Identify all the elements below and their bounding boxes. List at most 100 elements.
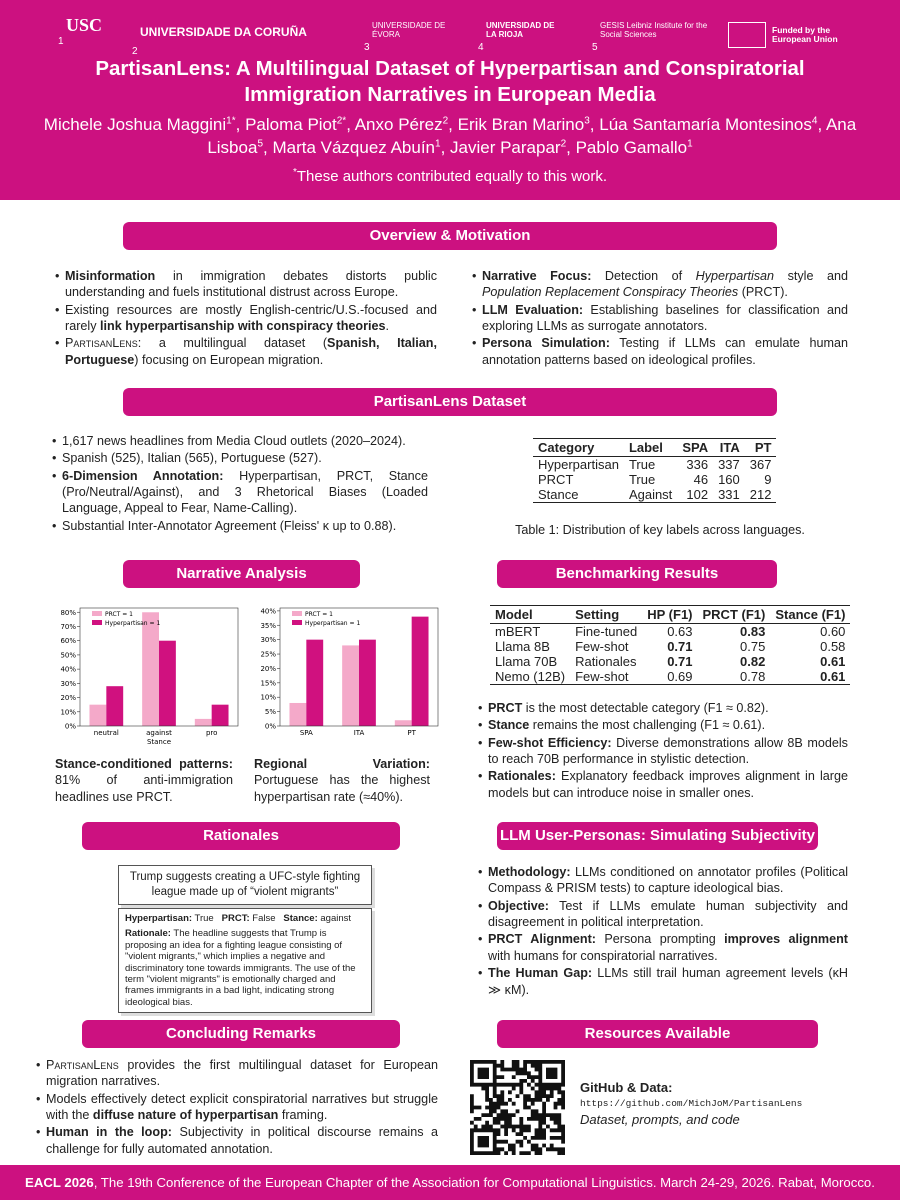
author-affiliation: 1 — [687, 138, 693, 150]
table-cell: Hyperpartisan — [538, 457, 619, 472]
table-cell: Few-shot — [570, 669, 643, 685]
text-run: Spanish (525), Italian (565), Portuguese… — [62, 451, 322, 466]
text-run: Methodology: — [488, 865, 571, 879]
y-tick-label: 10% — [260, 694, 276, 702]
bullet: Spanish (525), Italian (565), Portuguese… — [52, 450, 428, 467]
table-cell: True — [628, 472, 656, 487]
logo-number: 4 — [478, 42, 484, 53]
text-run: Stance: — [283, 913, 318, 924]
text-run: PRCT: — [221, 913, 250, 924]
author-affiliation: 1* — [226, 115, 236, 127]
x-tick-label: PT — [407, 729, 416, 737]
logo-number: 2 — [132, 46, 138, 57]
resources-text: GitHub & Data: https://github.com/MichJo… — [580, 1080, 880, 1127]
chart-caption: Regional Variation: Portuguese has the h… — [254, 756, 430, 805]
x-axis-label: Stance — [147, 738, 171, 746]
text-run: Existing resources are mostly English-ce… — [65, 302, 437, 334]
text-run: Persona prompting — [595, 932, 725, 947]
headline-box: Trump suggests creating a UFC-style figh… — [118, 865, 372, 905]
bullet-list: Narrative Focus: Detection of Hyperparti… — [472, 268, 848, 369]
table-cell: 160 — [718, 472, 740, 487]
y-tick-label: 80% — [60, 609, 76, 617]
bullet: Stance remains the most challenging (F1 … — [478, 717, 848, 734]
table-cell: Nemo (12B) — [490, 669, 571, 685]
y-tick-label: 70% — [60, 623, 76, 631]
table-row: Nemo (12B) Few-shot 0.69 0.78 0.61 — [490, 669, 851, 685]
bullet: Substantial Inter-Annotator Agreement (F… — [52, 518, 428, 535]
bullet: Objective: Test if LLMs emulate human su… — [478, 898, 848, 931]
text-run: : a multilingual dataset ( — [137, 336, 328, 351]
bullet: The Human Gap: LLMs still trail human ag… — [478, 965, 848, 998]
text-run: Test if LLMs emulate human subjectivity … — [488, 898, 848, 930]
x-tick-label: ITA — [354, 729, 365, 737]
author-name: Michele Joshua Maggini — [43, 115, 227, 134]
plot-frame — [79, 607, 239, 727]
table-cell: True — [628, 457, 656, 472]
author-name: Ana Lisboa — [207, 115, 857, 157]
column-header: Model — [490, 605, 571, 624]
text-run: . — [385, 319, 390, 334]
bar — [411, 616, 429, 726]
logo: 2 UNIVERSIDADE DA CORUÑA — [132, 25, 307, 57]
table-cell: 102 — [677, 487, 714, 503]
logo-number: 3 — [364, 42, 370, 53]
author-name: Lúa Santamaría Montesinos — [599, 115, 812, 134]
text-run: Models effectively detect explicit consp… — [46, 1091, 438, 1123]
column-header: Category — [533, 438, 624, 457]
table: Category Label SPA ITA PT Hyperpartisan True 33… — [533, 438, 777, 503]
resources-url[interactable]: https://github.com/MichJoM/PartisanLens — [580, 1098, 803, 1109]
bullet: Narrative Focus: Detection of Hyperparti… — [472, 268, 848, 301]
text-run: Substantial Inter-Annotator Agreement (F… — [62, 518, 397, 533]
text-run: improves alignment — [724, 932, 848, 947]
table-cell: mBERT — [495, 624, 541, 639]
text-run: Establishing baselines for classificatio… — [482, 302, 848, 334]
text-run: EACL 2026 — [25, 1175, 94, 1190]
table-cell: 0.75 — [740, 639, 766, 654]
table-cell: 0.63 — [667, 624, 693, 639]
author-affiliation: 1 — [435, 138, 441, 150]
section-heading: Rationales — [82, 822, 400, 850]
text-run: Persona Simulation: — [482, 336, 610, 351]
text-run: Narrative Focus: — [482, 269, 592, 283]
table-row: Hyperpartisan True 336 337 367 — [533, 457, 776, 472]
section-heading: Overview & Motivation — [123, 222, 777, 250]
column-header: ITA — [713, 438, 745, 457]
text-run: LLMs conditioned on annotator profiles (… — [488, 865, 848, 896]
table-cell: PRCT — [538, 472, 574, 487]
table-cell: 0.61 — [820, 654, 846, 669]
table-cell: 0.58 — [820, 639, 846, 654]
section-heading: LLM User-Personas: Simulating Subjectivi… — [497, 822, 818, 850]
text-run: remains the most challenging (F1 ≈ 0.61)… — [529, 718, 766, 733]
logo-name: UNIVERSIDADE DE ÉVORA — [372, 21, 446, 39]
bullet-list: Methodology: LLMs conditioned on annotat… — [478, 864, 848, 999]
text-run: 81% of anti-immigration headlines use PR… — [55, 773, 233, 804]
table-body: mBERT Fine-tuned 0.63 0.83 0.60 Llama 8B Few-s… — [490, 624, 851, 685]
rationale-text: Rationale: The headline suggests that Tr… — [125, 928, 365, 1008]
chart-caption: Stance-conditioned patterns: 81% of anti… — [55, 756, 233, 805]
text-run: LLMs still trail human agreement levels … — [488, 966, 848, 997]
column-header: Label — [623, 438, 678, 457]
section-heading: Benchmarking Results — [497, 560, 777, 588]
bullet-list: PartisanLens provides the first multilin… — [36, 1057, 438, 1158]
bullet: Few-shot Efficiency: Diverse demonstrati… — [478, 735, 848, 768]
author-affiliation: 4 — [811, 115, 818, 127]
bar-chart: 0% 10% 20% 30% 40% 50% 60% 70% 80% PRCT = 1 Hyperp… — [60, 607, 239, 746]
text-run: is the most detectable category (F1 ≈ 0.… — [522, 701, 769, 715]
bar — [142, 612, 159, 726]
table-row: Llama 8B Few-shot 0.71 0.75 0.58 — [490, 639, 850, 654]
table-row: Stance Against 102 331 212 — [533, 487, 777, 503]
table-cell: 0.71 — [667, 639, 693, 654]
bar — [159, 640, 176, 726]
column-header: Stance (F1) — [770, 605, 851, 624]
table-cell: 212 — [744, 487, 777, 503]
logo: 4 UNIVERSIDAD DE LA RIOJA — [478, 21, 566, 53]
text-run: The headline suggests that Trump is prop… — [125, 928, 356, 1008]
table-cell: 0.83 — [740, 624, 766, 639]
logo-name: Funded by the European Union — [772, 24, 838, 44]
table-cell: 9 — [764, 472, 772, 487]
bullet: PartisanLens provides the first multilin… — [36, 1057, 438, 1090]
resources-label: GitHub & Data: — [580, 1080, 673, 1095]
y-tick-label: 50% — [60, 651, 76, 659]
